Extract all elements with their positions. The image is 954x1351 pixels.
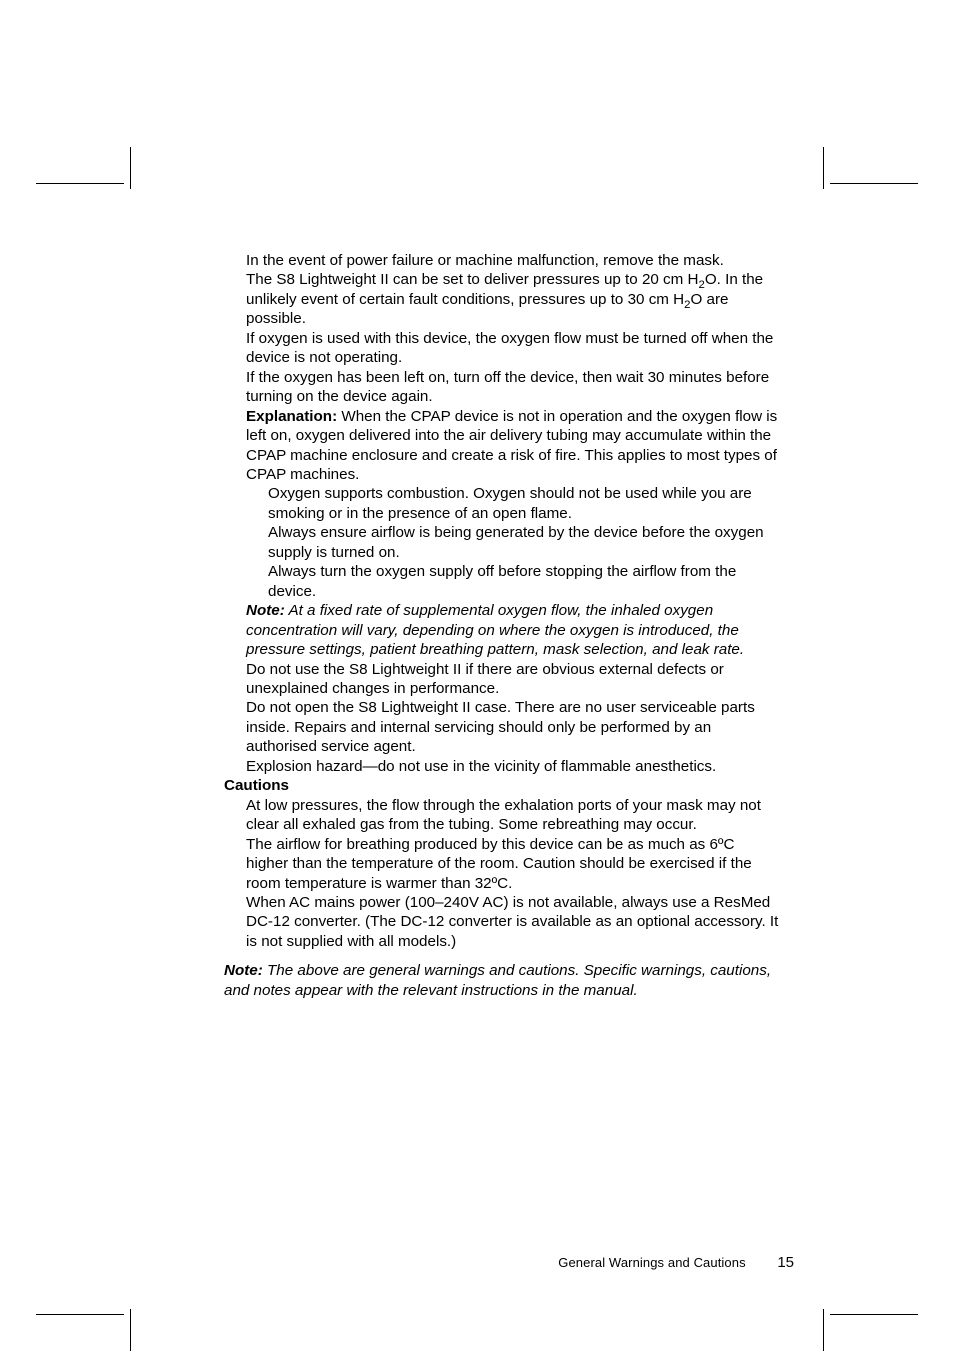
paragraph: Do not use the S8 Lightweight II if ther… <box>224 660 780 699</box>
paragraph: In the event of power failure or machine… <box>224 251 780 270</box>
note-paragraph: Note: At a fixed rate of supplemental ox… <box>224 601 780 659</box>
crop-mark <box>823 1309 824 1351</box>
crop-mark <box>130 147 131 189</box>
closing-note: Note: The above are general warnings and… <box>224 961 780 1000</box>
paragraph: Do not open the S8 Lightweight II case. … <box>224 698 780 756</box>
paragraph: The airflow for breathing produced by th… <box>224 835 780 893</box>
note-text: At a fixed rate of supplemental oxygen f… <box>246 602 744 658</box>
paragraph: If oxygen is used with this device, the … <box>224 329 780 368</box>
paragraph: When AC mains power (100–240V AC) is not… <box>224 893 780 951</box>
body-text: In the event of power failure or machine… <box>224 251 780 1000</box>
crop-mark <box>130 1309 131 1351</box>
paragraph: Explanation: When the CPAP device is not… <box>224 407 780 485</box>
crop-mark <box>830 183 918 184</box>
note-label: Note: <box>224 962 263 979</box>
paragraph: Always ensure airflow is being generated… <box>224 523 780 562</box>
crop-mark <box>36 183 124 184</box>
paragraph: If the oxygen has been left on, turn off… <box>224 368 780 407</box>
crop-mark <box>830 1314 918 1315</box>
page-footer: General Warnings and Cautions 15 <box>558 1254 794 1271</box>
paragraph: Oxygen supports combustion. Oxygen shoul… <box>224 484 780 523</box>
footer-page-number: 15 <box>777 1254 794 1271</box>
page: In the event of power failure or machine… <box>0 0 954 1351</box>
paragraph: Explosion hazard—do not use in the vicin… <box>224 757 780 776</box>
crop-mark <box>823 147 824 189</box>
cautions-heading: Cautions <box>224 776 780 795</box>
note-label: Note: <box>246 602 285 619</box>
note-text: The above are general warnings and cauti… <box>224 962 771 998</box>
footer-section-title: General Warnings and Cautions <box>558 1255 745 1270</box>
paragraph: At low pressures, the flow through the e… <box>224 796 780 835</box>
paragraph: Always turn the oxygen supply off before… <box>224 562 780 601</box>
explanation-label: Explanation: <box>246 408 337 425</box>
paragraph: The S8 Lightweight II can be set to deli… <box>224 270 780 328</box>
crop-mark <box>36 1314 124 1315</box>
